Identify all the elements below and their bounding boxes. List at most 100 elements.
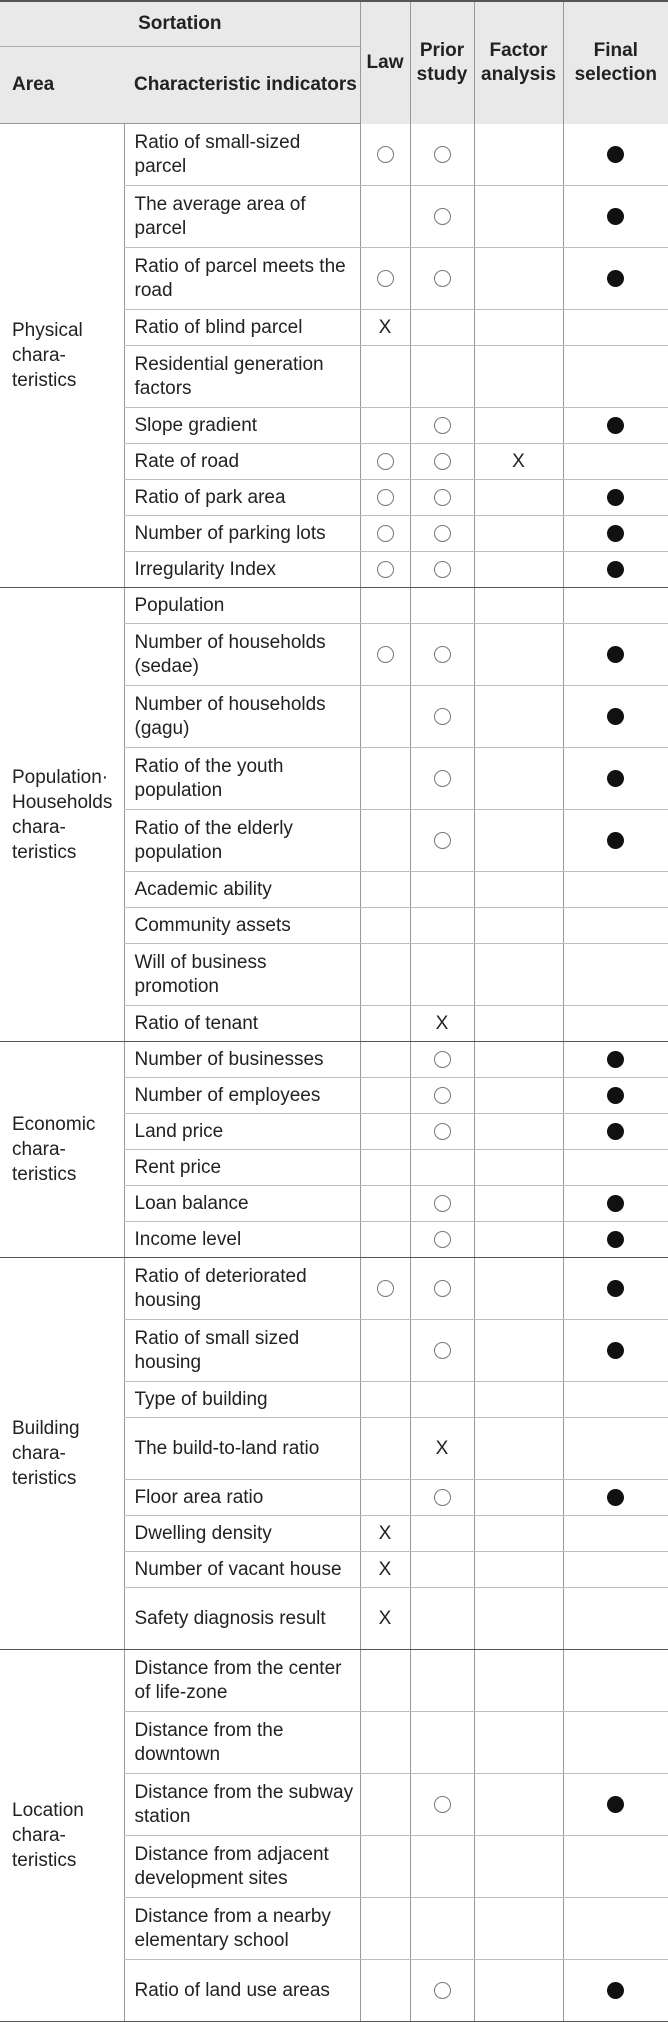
x-mark: X (435, 1012, 449, 1034)
indicator-label: Ratio of tenant (123, 1005, 361, 1042)
open-circle-icon (433, 416, 451, 434)
indicator-label: Dwelling density (123, 1515, 361, 1552)
indicator-label: Ratio of the youth population (123, 747, 361, 810)
open-circle-icon (433, 488, 451, 506)
open-circle-icon (376, 524, 394, 542)
law-cell: X (359, 1587, 411, 1650)
prior-study-header: Prior study (409, 0, 475, 124)
indicator-label: Number of employees (123, 1077, 361, 1114)
law-cell (359, 1257, 411, 1320)
prior-study-cell (409, 1221, 475, 1258)
final-selection-cell (562, 943, 668, 1006)
filled-circle-icon (607, 769, 625, 787)
indicator-label: Type of building (123, 1381, 361, 1418)
area-label: Physical chara- teristics (0, 123, 124, 588)
indicator-label: Ratio of small-sized parcel (123, 123, 361, 186)
prior-study-cell (409, 1077, 475, 1114)
table-row: Location chara- teristics Distance from t… (0, 1649, 668, 2022)
indicator-label: Distance from the subway station (123, 1773, 361, 1836)
factor-analysis-cell (473, 871, 564, 908)
open-circle-icon (433, 452, 451, 470)
table-row: Number of vacant house X (0, 1551, 668, 1588)
table-body: Physical chara- teristics Ratio of small-… (0, 123, 668, 2022)
law-cell (359, 1149, 411, 1186)
indicator-label: The build-to-land ratio (123, 1417, 361, 1480)
prior-study-cell (409, 1113, 475, 1150)
indicator-label: Distance from the center of life-zone (123, 1649, 361, 1712)
open-circle-icon (433, 1341, 451, 1359)
table-row: Floor area ratio (0, 1479, 668, 1516)
factor-analysis-cell (473, 551, 564, 588)
law-cell (359, 1773, 411, 1836)
indicator-label: Community assets (123, 907, 361, 944)
law-cell: X (359, 1551, 411, 1588)
prior-study-cell (409, 1515, 475, 1552)
table-row: Rate of road X (0, 443, 668, 480)
prior-study-cell (409, 1479, 475, 1516)
law-cell (359, 685, 411, 748)
indicator-label: Ratio of blind parcel (123, 309, 361, 346)
factor-analysis-cell: X (473, 443, 564, 480)
law-cell (359, 407, 411, 444)
factor-analysis-cell (473, 515, 564, 552)
factor-analysis-cell (473, 809, 564, 872)
x-mark: X (378, 1522, 392, 1544)
open-circle-icon (376, 1279, 394, 1297)
prior-study-cell (409, 1185, 475, 1222)
final-selection-cell (562, 1587, 668, 1650)
factor-analysis-cell (473, 479, 564, 516)
factor-analysis-cell (473, 1221, 564, 1258)
factor-analysis-cell (473, 1381, 564, 1418)
open-circle-icon (433, 1086, 451, 1104)
filled-circle-icon (607, 416, 625, 434)
open-circle-icon (376, 145, 394, 163)
table-row: Will of business promotion (0, 943, 668, 1006)
open-circle-icon (433, 1981, 451, 1999)
x-mark: X (378, 1607, 392, 1629)
factor-analysis-cell (473, 1319, 564, 1382)
final-selection-cell (562, 1113, 668, 1150)
prior-study-cell (409, 871, 475, 908)
indicator-label: Academic ability (123, 871, 361, 908)
filled-circle-icon (607, 1341, 625, 1359)
indicators-header: Characteristic indicators (124, 46, 361, 124)
table-row: Type of building (0, 1381, 668, 1418)
open-circle-icon (433, 831, 451, 849)
law-cell (359, 1041, 411, 1078)
prior-study-cell (409, 479, 475, 516)
factor-analysis-cell (473, 1897, 564, 1960)
law-cell (359, 1113, 411, 1150)
factor-analysis-cell (473, 1257, 564, 1320)
law-cell (359, 247, 411, 310)
filled-circle-icon (607, 1086, 625, 1104)
filled-circle-icon (607, 145, 625, 163)
open-circle-icon (376, 645, 394, 663)
law-cell (359, 1711, 411, 1774)
table-row: Dwelling density X (0, 1515, 668, 1552)
law-cell (359, 1897, 411, 1960)
open-circle-icon (433, 560, 451, 578)
final-selection-cell (562, 685, 668, 748)
factor-analysis-cell (473, 623, 564, 686)
factor-analysis-cell (473, 1113, 564, 1150)
open-circle-icon (433, 269, 451, 287)
filled-circle-icon (607, 1488, 625, 1506)
prior-study-cell (409, 515, 475, 552)
final-selection-cell (562, 123, 668, 186)
open-circle-icon (433, 707, 451, 725)
indicator-label: Safety diagnosis result (123, 1587, 361, 1650)
factor-analysis-cell (473, 1649, 564, 1712)
table-row: Building chara- teristics Ratio of deteri… (0, 1257, 668, 1650)
law-cell (359, 943, 411, 1006)
prior-study-cell (409, 685, 475, 748)
factor-analysis-cell (473, 345, 564, 408)
final-selection-cell (562, 515, 668, 552)
filled-circle-icon (607, 1194, 625, 1212)
factor-analysis-cell (473, 1077, 564, 1114)
factor-analysis-cell (473, 1515, 564, 1552)
law-cell (359, 1835, 411, 1898)
filled-circle-icon (607, 1230, 625, 1248)
factor-analysis-cell (473, 407, 564, 444)
prior-study-cell (409, 587, 475, 624)
